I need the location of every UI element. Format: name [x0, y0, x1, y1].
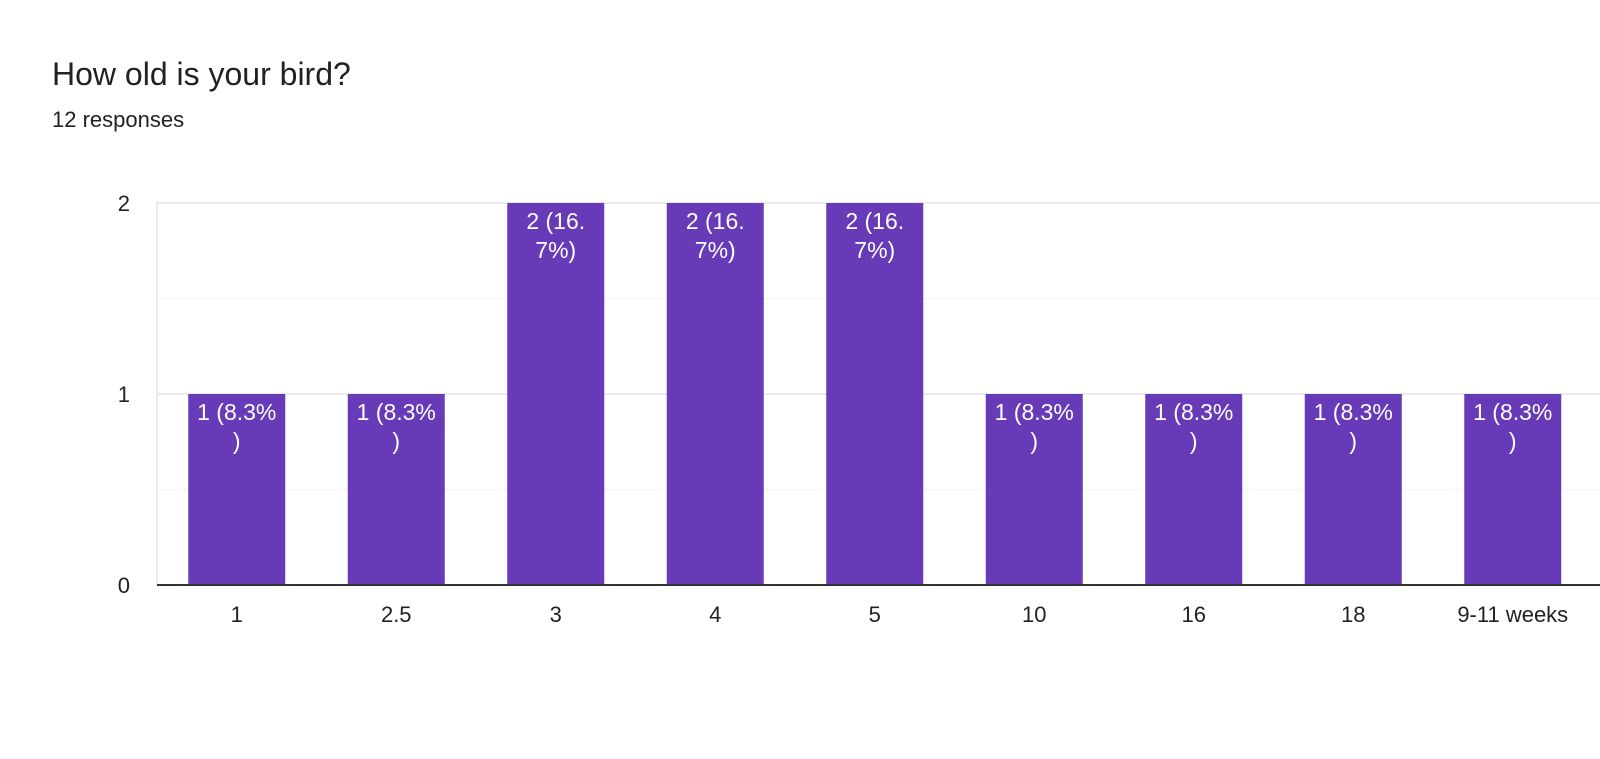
- bar: [1464, 394, 1562, 585]
- bar: [826, 203, 924, 585]
- x-tick-label: 16: [1182, 602, 1206, 627]
- bar: [666, 203, 764, 585]
- x-tick-label: 18: [1341, 602, 1365, 627]
- question-title: How old is your bird?: [52, 56, 351, 92]
- bar-data-label: ): [1030, 428, 1038, 454]
- bar-data-label: 2 (16.: [686, 208, 745, 234]
- bar-data-label: 1 (8.3%: [1473, 399, 1552, 425]
- y-tick-label: 0: [118, 573, 130, 598]
- bar: [1304, 394, 1402, 585]
- bar-data-label: 1 (8.3%: [357, 399, 436, 425]
- bar-data-label: 2 (16.: [845, 208, 904, 234]
- bar-data-label: 7%): [695, 237, 736, 263]
- x-tick-label: 3: [550, 602, 562, 627]
- bar: [985, 394, 1083, 585]
- x-tick-label: 10: [1022, 602, 1046, 627]
- x-tick-label: 9-11 weeks: [1457, 602, 1568, 627]
- bar-data-label: ): [392, 428, 400, 454]
- x-tick-label: 4: [709, 602, 721, 627]
- bar: [188, 394, 286, 585]
- bar-data-label: ): [233, 428, 241, 454]
- y-tick-label: 2: [118, 191, 130, 216]
- y-tick-label: 1: [118, 382, 130, 407]
- bar-data-label: ): [1509, 428, 1517, 454]
- bar: [347, 394, 445, 585]
- response-count: 12 responses: [52, 107, 185, 132]
- x-tick-label: 5: [869, 602, 881, 627]
- bar-data-label: 7%): [854, 237, 895, 263]
- bar-data-label: ): [1190, 428, 1198, 454]
- x-tick-label: 2.5: [381, 602, 412, 627]
- bar-data-label: 1 (8.3%: [1314, 399, 1393, 425]
- bar-data-label: 1 (8.3%: [1154, 399, 1233, 425]
- x-tick-label: 1: [231, 602, 243, 627]
- bar-data-label: 2 (16.: [526, 208, 585, 234]
- bar: [1145, 394, 1243, 585]
- bar: [507, 203, 605, 585]
- bar-data-label: 1 (8.3%: [197, 399, 276, 425]
- bar-data-label: 7%): [535, 237, 576, 263]
- bar-data-label: 1 (8.3%: [995, 399, 1074, 425]
- bar-data-label: ): [1349, 428, 1357, 454]
